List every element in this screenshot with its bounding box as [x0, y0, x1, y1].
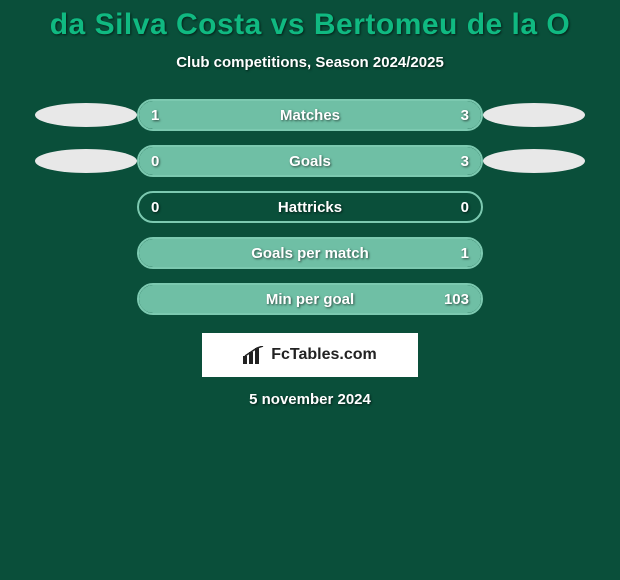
- stat-row: 0 0 Hattricks: [0, 191, 620, 223]
- player-left-slot: [27, 237, 137, 269]
- stat-value-right: 0: [461, 199, 469, 216]
- player-ellipse-icon: [483, 149, 585, 173]
- bars-icon: [243, 346, 265, 364]
- subtitle: Club competitions, Season 2024/2025: [0, 54, 620, 71]
- stat-row: 0 3 Goals: [0, 145, 620, 177]
- stat-label: Hattricks: [278, 199, 342, 216]
- player-right-slot: [483, 99, 593, 131]
- stat-row: 1 3 Matches: [0, 99, 620, 131]
- stat-bar: 1 Goals per match: [137, 237, 483, 269]
- stat-bar: 103 Min per goal: [137, 283, 483, 315]
- comparison-infographic: da Silva Costa vs Bertomeu de la O Club …: [0, 0, 620, 580]
- player-right-slot: [483, 191, 593, 223]
- player-left-slot: [27, 99, 137, 131]
- player-left-slot: [27, 283, 137, 315]
- stat-row: 103 Min per goal: [0, 283, 620, 315]
- player-left-slot: [27, 145, 137, 177]
- stat-value-right: 3: [461, 153, 469, 170]
- stat-value-left: 0: [151, 199, 159, 216]
- stat-value-left: 1: [151, 107, 159, 124]
- stat-row: 1 Goals per match: [0, 237, 620, 269]
- stat-value-right: 103: [444, 291, 469, 308]
- date-text: 5 november 2024: [0, 391, 620, 408]
- stat-bar: 0 3 Goals: [137, 145, 483, 177]
- stats-list: 1 3 Matches 0 3 Goals 0 0 Hattricks 1 Goals per ma…: [0, 99, 620, 315]
- stat-label: Goals: [289, 153, 331, 170]
- stat-bar: 0 0 Hattricks: [137, 191, 483, 223]
- stat-label: Goals per match: [251, 245, 369, 262]
- player-right-slot: [483, 145, 593, 177]
- player-ellipse-icon: [483, 103, 585, 127]
- player-right-slot: [483, 283, 593, 315]
- page-title: da Silva Costa vs Bertomeu de la O: [0, 0, 620, 42]
- player-ellipse-icon: [35, 149, 137, 173]
- player-right-slot: [483, 237, 593, 269]
- logo-text: FcTables.com: [271, 346, 377, 364]
- stat-label: Min per goal: [266, 291, 354, 308]
- player-ellipse-icon: [35, 103, 137, 127]
- source-logo: FcTables.com: [202, 333, 418, 377]
- stat-value-left: 0: [151, 153, 159, 170]
- player-left-slot: [27, 191, 137, 223]
- stat-label: Matches: [280, 107, 340, 124]
- stat-bar: 1 3 Matches: [137, 99, 483, 131]
- stat-value-right: 1: [461, 245, 469, 262]
- stat-value-right: 3: [461, 107, 469, 124]
- bar-right-fill: [225, 101, 482, 129]
